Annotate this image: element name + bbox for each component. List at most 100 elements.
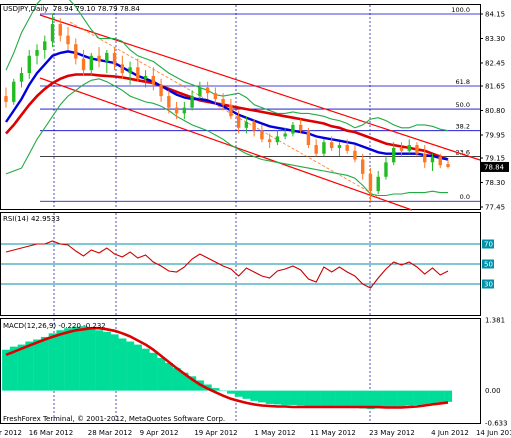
candle-body (314, 145, 318, 154)
fibonacci-level-label: 0.0 (460, 193, 470, 201)
candle-body (128, 67, 132, 74)
price-axis-label: 83.30 (485, 35, 505, 43)
macd-histogram-bar (250, 390, 259, 401)
macd-histogram-bar (149, 352, 158, 391)
date-axis-label: 28 Mar 2012 (88, 429, 132, 437)
rsi-level-tag (482, 239, 494, 249)
candle-body (221, 98, 225, 105)
macd-histogram-bar (327, 390, 336, 407)
macd-histogram-bar (227, 390, 235, 394)
macd-histogram-bar (25, 341, 34, 391)
macd-histogram-bar (265, 390, 274, 404)
candle-body (345, 145, 349, 151)
x-axis-layer: 6 Mar 2012 16 Mar 2012 28 Mar 2012 9 Apr 20… (0, 429, 511, 437)
bollinger-lower-band (5, 78, 448, 197)
macd-histogram-bar (211, 388, 220, 391)
date-axis-label: 19 Apr 2012 (194, 429, 237, 437)
fibonacci-level-label: 61.8 (456, 78, 470, 86)
rsi-label: RSI(14) 42.9533 (3, 215, 60, 223)
candle-body (322, 142, 326, 154)
macd-histogram-bar (157, 357, 166, 391)
y-axis-layer: 84.15 83.30 82.45 81.65 80.80 79.95 79.15 78.30… (480, 11, 509, 428)
price-axis-label: 81.65 (485, 83, 505, 91)
macd-histogram-bar (413, 390, 422, 405)
candle-body (392, 147, 396, 163)
macd-histogram-bar (242, 390, 251, 399)
moving-average-fast-line (5, 50, 449, 161)
candles-layer (4, 14, 450, 202)
candle-body (283, 133, 287, 137)
bollinger-upper-band (5, 0, 449, 132)
macd-histogram-bar (374, 390, 383, 409)
candle-body (229, 104, 233, 117)
date-axis-label: 23 May 2012 (369, 429, 415, 437)
candle-body (361, 159, 365, 174)
macd-histogram-bar (118, 338, 127, 391)
candle-body (12, 81, 16, 102)
rsi-level-tag (482, 259, 494, 269)
moving-average-slow-line (5, 73, 449, 161)
rsi-pane-frame (0, 212, 481, 316)
macd-histogram-bar (343, 390, 352, 407)
candle-body (143, 75, 148, 79)
candle-body (399, 147, 404, 151)
macd-histogram-bar (258, 390, 266, 403)
fibonacci-level-label: 100.0 (451, 6, 470, 14)
macd-histogram-bar (436, 390, 445, 403)
macd-histogram-bar (95, 330, 104, 391)
candle-body (213, 93, 218, 99)
candle-body (446, 164, 450, 167)
macd-histogram-bar (420, 390, 429, 405)
rsi-level-label: 50 (484, 261, 493, 269)
date-axis-label: 16 Mar 2012 (29, 429, 73, 437)
price-axis-label: 80.80 (485, 107, 505, 115)
macd-pane-frame (0, 318, 481, 424)
date-axis-label: 14 Jun 2012 (476, 429, 511, 437)
macd-histogram-bar (133, 344, 142, 391)
candle-body (19, 73, 24, 82)
candle-body (120, 64, 125, 74)
candle-body (198, 87, 202, 97)
candle-body (368, 173, 373, 192)
candle-body (353, 150, 357, 160)
macd-histogram-bar (304, 390, 313, 406)
macd-histogram-bar (234, 390, 243, 397)
macd-histogram-bar (40, 336, 49, 391)
price-axis-label: 82.45 (485, 59, 505, 67)
candle-body (182, 107, 187, 114)
macd-histogram-bar (71, 326, 80, 391)
candle-body (306, 130, 311, 146)
macd-histogram-bar (141, 348, 150, 391)
macd-histogram-bar (351, 390, 360, 408)
macd-axis-label: 0.00 (485, 387, 501, 395)
candle-body (174, 107, 179, 114)
macd-histogram-bar (444, 390, 453, 402)
current-price-tag (481, 161, 509, 172)
candle-body (112, 52, 117, 65)
candle-body (50, 24, 55, 42)
channel-median-line (69, 21, 381, 199)
ohlc-readout: 78.94 79.10 78.79 78.84 (53, 5, 140, 13)
candle-body (97, 55, 101, 62)
candle-body (159, 84, 163, 97)
price-axis-label: 79.95 (485, 131, 505, 139)
macd-axis-label: -0.633 (485, 420, 508, 428)
macd-histogram-bar (320, 390, 329, 406)
macd-histogram-bar (126, 341, 135, 391)
macd-histogram-bar (17, 344, 26, 391)
date-axis-label: 9 Apr 2012 (140, 429, 179, 437)
candle-body (244, 122, 249, 128)
rsi-line (5, 240, 449, 289)
macd-histogram-bar (428, 390, 437, 404)
candle-body (438, 156, 442, 166)
macd-signal-line (5, 326, 449, 409)
candle-body (236, 116, 241, 128)
fibonacci-level-label: 23.6 (456, 149, 470, 157)
price-pane-frame (0, 4, 481, 210)
macd-histogram-bar (188, 376, 197, 391)
macd-histogram-bar (366, 390, 375, 410)
macd-histogram-bar (273, 390, 282, 405)
macd-histogram-bar (289, 390, 297, 405)
candle-body (205, 87, 210, 94)
